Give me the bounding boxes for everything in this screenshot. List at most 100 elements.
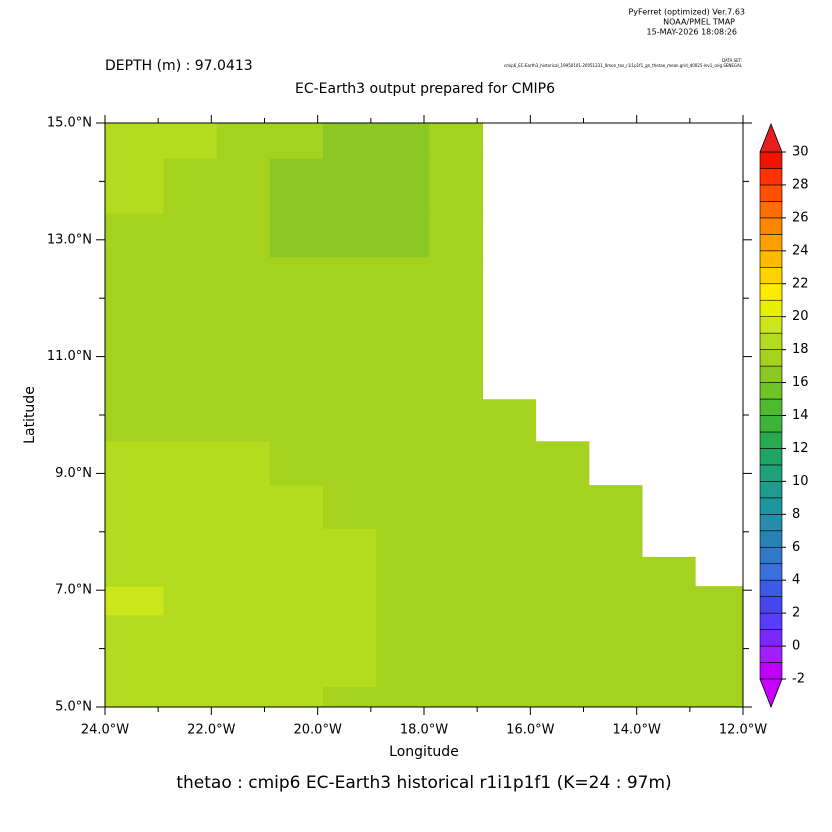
cell bbox=[163, 158, 218, 214]
dataset: cmip6_EC-Earth3_historical_19950101-2005… bbox=[504, 63, 743, 68]
colorbar-tick-label: 12 bbox=[792, 441, 809, 456]
cell bbox=[163, 256, 218, 400]
cell bbox=[695, 614, 744, 688]
cell bbox=[322, 256, 377, 400]
cell bbox=[482, 556, 537, 587]
cell bbox=[641, 586, 696, 616]
cell bbox=[216, 256, 271, 400]
cell bbox=[535, 485, 590, 529]
colorbar-swatch bbox=[759, 398, 783, 416]
cell bbox=[429, 212, 483, 258]
x-tick-label: 14.0°W bbox=[613, 723, 661, 738]
colorbar-swatch bbox=[759, 448, 783, 466]
cell bbox=[105, 528, 164, 558]
colorbar-swatch bbox=[759, 332, 783, 350]
cell bbox=[482, 485, 537, 529]
cell bbox=[322, 399, 377, 442]
cell bbox=[588, 586, 643, 616]
colorbar-swatch bbox=[759, 168, 783, 186]
cell bbox=[105, 586, 164, 616]
cell bbox=[163, 485, 218, 529]
cell bbox=[216, 158, 271, 214]
colorbar-swatch bbox=[759, 349, 783, 367]
colorbar-tick-label: 4 bbox=[792, 573, 800, 588]
cell bbox=[216, 212, 271, 258]
colorbar-tick-label: 10 bbox=[792, 474, 809, 489]
cell bbox=[322, 158, 377, 214]
cell bbox=[429, 556, 483, 587]
cell bbox=[163, 123, 218, 159]
cell bbox=[376, 256, 430, 400]
cell bbox=[482, 528, 537, 558]
cell bbox=[269, 614, 324, 688]
cell bbox=[641, 686, 696, 708]
cell bbox=[216, 399, 271, 442]
cell bbox=[482, 686, 537, 708]
colorbar-swatch bbox=[759, 546, 783, 565]
cell bbox=[376, 123, 430, 159]
colorbar-swatch bbox=[759, 217, 783, 235]
cell bbox=[105, 614, 164, 688]
cell bbox=[376, 586, 430, 616]
cell bbox=[105, 399, 164, 442]
colorbar-swatch bbox=[759, 365, 783, 383]
cell bbox=[322, 614, 377, 688]
cell bbox=[482, 399, 537, 442]
cell bbox=[163, 556, 218, 587]
cell bbox=[429, 158, 483, 214]
cell bbox=[322, 441, 377, 486]
cell bbox=[269, 212, 324, 258]
x-tick-label: 18.0°W bbox=[400, 723, 448, 738]
colorbar-tick-label: 2 bbox=[792, 606, 800, 621]
x-tick-label: 12.0°W bbox=[719, 723, 767, 738]
cell bbox=[269, 256, 324, 400]
cell bbox=[429, 614, 483, 688]
cell bbox=[482, 614, 537, 688]
cell bbox=[535, 686, 590, 708]
cell bbox=[163, 686, 218, 708]
cell bbox=[588, 686, 643, 708]
cell bbox=[269, 586, 324, 616]
colorbar-tick-label: 26 bbox=[792, 210, 809, 225]
colorbar-tick-label: 28 bbox=[792, 177, 809, 192]
colorbar-tick-label: 8 bbox=[792, 507, 800, 522]
colorbar-swatch bbox=[759, 201, 783, 219]
cell bbox=[322, 123, 377, 159]
y-tick-label: 5.0°N bbox=[55, 700, 92, 715]
colorbar-swatch bbox=[759, 316, 783, 334]
cell bbox=[482, 586, 537, 616]
colorbar-swatch bbox=[759, 250, 783, 268]
colorbar-tick-label: 22 bbox=[792, 276, 809, 291]
cell bbox=[216, 441, 271, 486]
cell bbox=[105, 556, 164, 587]
colorbar-swatch bbox=[759, 629, 783, 647]
colorbar-swatch bbox=[759, 382, 783, 400]
colorbar-tick-label: 16 bbox=[792, 375, 809, 390]
cell bbox=[163, 528, 218, 558]
cell bbox=[216, 485, 271, 529]
cell bbox=[269, 158, 324, 214]
timestamp: 15-MAY-2026 18:08:26 bbox=[647, 28, 737, 37]
cell bbox=[269, 528, 324, 558]
cell bbox=[482, 441, 537, 486]
cell bbox=[641, 556, 696, 587]
colorbar-swatch bbox=[759, 579, 783, 597]
colorbar-tick-label: -2 bbox=[792, 672, 805, 687]
cell bbox=[429, 485, 483, 529]
cell bbox=[216, 528, 271, 558]
cell bbox=[216, 686, 271, 708]
cell bbox=[376, 399, 430, 442]
colorbar-swatch bbox=[759, 299, 783, 317]
colorbar-swatch bbox=[759, 415, 783, 433]
colorbar-swatch bbox=[759, 563, 783, 581]
y-tick-label: 15.0°N bbox=[47, 116, 92, 131]
colorbar-swatch bbox=[759, 596, 783, 614]
cell bbox=[376, 528, 430, 558]
colorbar-swatch bbox=[759, 662, 783, 680]
cell bbox=[269, 556, 324, 587]
y-tick-label: 13.0°N bbox=[47, 232, 92, 247]
chart-title: EC-Earth3 output prepared for CMIP6 bbox=[295, 81, 555, 97]
cell bbox=[269, 485, 324, 529]
colorbar-swatch bbox=[759, 514, 783, 532]
cell bbox=[322, 586, 377, 616]
